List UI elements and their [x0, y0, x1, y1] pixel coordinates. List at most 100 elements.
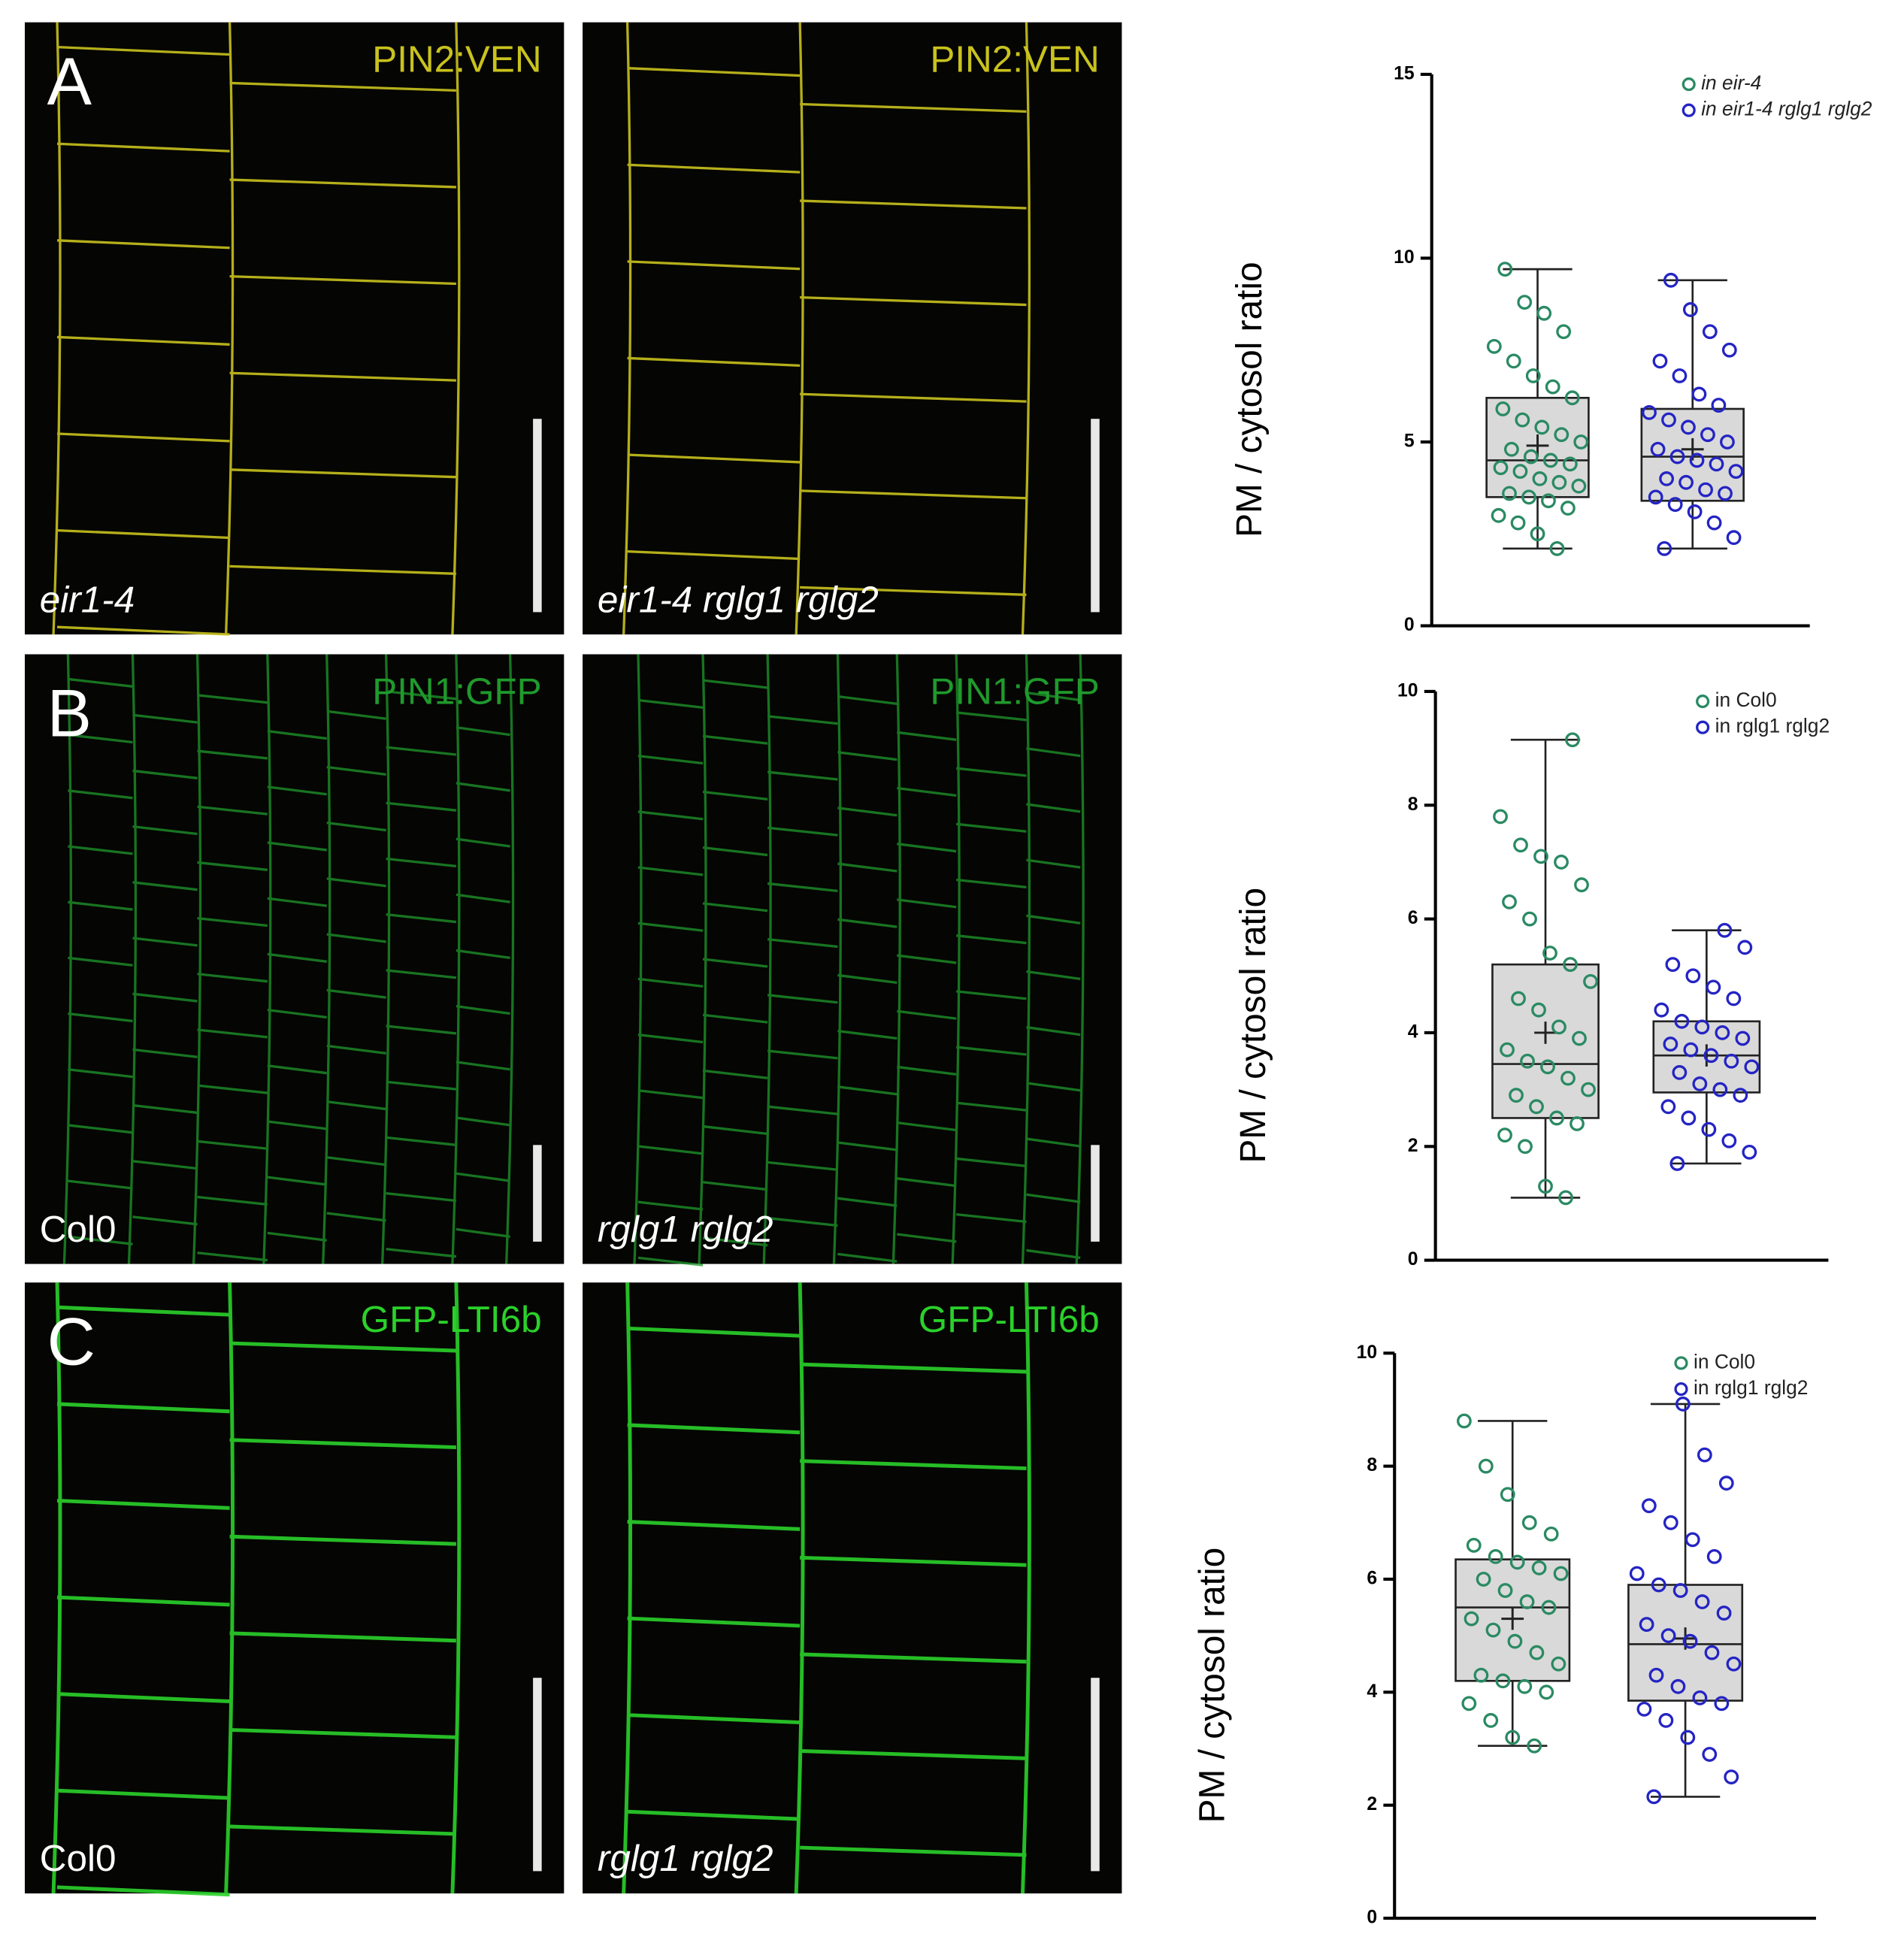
- data-point: [1560, 1070, 1576, 1086]
- data-point: [1678, 474, 1694, 490]
- data-point: [1744, 1059, 1760, 1075]
- y-axis-label: PM / cytosol ratio: [1230, 262, 1270, 537]
- cell-wall: [1026, 914, 1081, 925]
- cell-wall: [132, 1048, 198, 1058]
- data-point: [1669, 1156, 1685, 1171]
- cell-wall: [451, 654, 461, 1264]
- data-point: [1521, 489, 1536, 505]
- data-point: [1651, 1577, 1666, 1593]
- cell-wall: [800, 296, 1027, 307]
- cell-wall: [386, 857, 457, 868]
- cell-wall: [229, 468, 456, 479]
- data-point: [1466, 1537, 1482, 1553]
- cell-wall: [326, 1100, 386, 1111]
- data-point: [1574, 877, 1589, 893]
- cell-wall: [800, 1845, 1027, 1857]
- data-point: [1663, 1037, 1678, 1052]
- cell-wall: [800, 1459, 1027, 1471]
- data-point: [1712, 1082, 1728, 1097]
- cell-wall: [197, 973, 268, 983]
- cell-wall: [326, 1044, 386, 1055]
- cell-wall: [800, 586, 1027, 596]
- cell-wall: [267, 785, 327, 796]
- cell-wall: [897, 1233, 957, 1243]
- cell-wall: [627, 260, 801, 271]
- data-point: [1714, 1696, 1730, 1711]
- data-point: [1660, 1099, 1676, 1115]
- cell-wall: [627, 356, 801, 367]
- cell-wall: [637, 866, 704, 876]
- data-point: [1571, 478, 1587, 494]
- cell-wall: [68, 733, 133, 744]
- cell-wall: [386, 1024, 457, 1035]
- cell-wall: [1075, 654, 1085, 1264]
- scale-bar: [1091, 1678, 1100, 1872]
- cell-wall: [897, 786, 957, 797]
- cell-wall: [456, 1116, 510, 1127]
- cell-wall: [267, 1120, 327, 1130]
- cell-wall: [267, 1064, 327, 1075]
- data-point: [1456, 1413, 1472, 1429]
- data-point: [1563, 957, 1578, 973]
- marker-label: PIN1:GFP: [930, 670, 1099, 712]
- cell-wall: [1021, 654, 1031, 1264]
- cell-wall: [229, 81, 456, 92]
- data-point: [1685, 968, 1701, 984]
- data-point: [1564, 390, 1580, 406]
- micrograph: [24, 1282, 565, 1894]
- cell-wall: [767, 826, 838, 837]
- y-axis-label: PM / cytosol ratio: [1193, 1548, 1233, 1823]
- data-point: [1531, 1560, 1547, 1575]
- data-point: [1542, 452, 1558, 468]
- cell-wall: [897, 898, 957, 909]
- cell-wall: [897, 1009, 957, 1020]
- cell-wall: [837, 807, 898, 817]
- legend-label: in Col0: [1694, 1350, 1755, 1373]
- cell-wall: [767, 1161, 838, 1171]
- legend-marker: [1674, 1356, 1688, 1370]
- data-point: [1509, 1554, 1525, 1570]
- data-point: [1658, 1713, 1674, 1728]
- cell-wall: [767, 994, 838, 1004]
- cell-walls: [52, 22, 461, 636]
- cell-wall: [622, 22, 632, 635]
- cell-wall: [951, 654, 961, 1264]
- cell-wall: [229, 1824, 456, 1836]
- cell-wall: [381, 654, 391, 1264]
- cell-wall: [637, 1089, 704, 1100]
- data-point: [1519, 1594, 1535, 1609]
- cell-wall: [197, 1139, 268, 1150]
- cell-walls: [622, 1282, 1031, 1894]
- data-point: [1545, 379, 1560, 395]
- cell-wall: [956, 990, 1027, 1000]
- cell-wall: [794, 1282, 805, 1894]
- data-point: [1697, 1447, 1712, 1463]
- data-point: [1497, 262, 1513, 277]
- cell-wall: [633, 654, 643, 1264]
- data-point: [1726, 530, 1742, 546]
- cell-wall: [767, 937, 838, 949]
- data-point: [1665, 957, 1681, 973]
- cell-wall: [267, 841, 327, 852]
- data-point: [1483, 1713, 1499, 1728]
- data-point: [1573, 434, 1589, 449]
- genotype-label: eir1-4 rglg1 rglg2: [598, 579, 879, 620]
- cell-wall: [326, 765, 386, 776]
- data-point: [1663, 272, 1678, 288]
- data-point: [1716, 1606, 1732, 1621]
- micrograph: [24, 654, 565, 1264]
- data-point: [1703, 1048, 1719, 1064]
- cell-wall: [1026, 1193, 1081, 1203]
- cell-wall: [767, 1049, 838, 1060]
- cell-wall: [1026, 1248, 1081, 1259]
- cell-wall: [326, 710, 386, 720]
- data-point: [1733, 1088, 1748, 1103]
- cell-wall: [627, 453, 801, 464]
- data-point: [1702, 1747, 1718, 1762]
- cell-wall: [702, 902, 768, 912]
- micrograph: [583, 1282, 1122, 1894]
- data-point: [1709, 456, 1724, 472]
- y-tick-label: 8: [1408, 794, 1418, 815]
- cell-wall: [386, 1248, 457, 1258]
- cell-walls: [51, 1282, 462, 1897]
